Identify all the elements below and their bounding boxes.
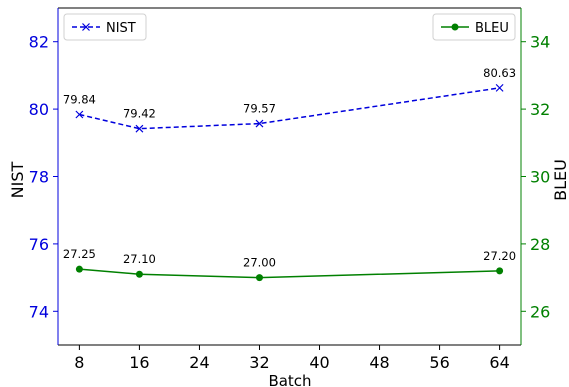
x-tick-label: 32: [249, 353, 269, 372]
bleu-line: [79, 268, 500, 279]
x-tick-label: 56: [429, 353, 449, 372]
bleu-point: [135, 270, 143, 278]
y-axis-right: 26 28 30 32 34: [521, 33, 550, 321]
nist-data-label: 80.63: [483, 66, 516, 80]
y-axis-left-label: NIST: [8, 161, 27, 198]
bleu-data-label: 27.00: [243, 256, 276, 270]
x-tick-label: 48: [369, 353, 389, 372]
nist-point: [135, 124, 144, 133]
y-left-tick-label: 76: [29, 235, 49, 254]
series-layer: 79.84 79.42 79.57 80.63 27.25 27.10 27.00 27.20: [63, 66, 516, 282]
x-tick-label: 64: [489, 353, 509, 372]
marker-stroke: [495, 83, 504, 92]
nist-data-label: 79.84: [63, 92, 96, 106]
nist-point: [495, 83, 504, 92]
bleu-point: [496, 267, 504, 275]
x-tick-label: 8: [74, 353, 84, 372]
y-right-tick-label: 30: [530, 168, 550, 187]
nist-point: [255, 119, 264, 128]
y-right-tick-label: 26: [530, 302, 550, 321]
x-tick-label: 16: [129, 353, 149, 372]
legend-marker: [451, 23, 459, 31]
legend-marker: [82, 23, 90, 31]
y-left-tick-label: 80: [29, 100, 49, 119]
legend-box: [63, 13, 147, 41]
y-right-tick-label: 32: [530, 100, 550, 119]
legend-layer: NIST BLEU: [63, 13, 516, 41]
bleu-data-label: 27.20: [483, 249, 516, 263]
legend-box: [432, 13, 516, 41]
marker-stroke: [135, 124, 144, 133]
bleu-point: [75, 265, 83, 273]
y-left-tick-label: 74: [29, 302, 49, 321]
x-tick-label: 40: [309, 353, 329, 372]
legend-bleu: BLEU: [432, 13, 516, 41]
nist-data-label: 79.57: [243, 102, 276, 116]
legend-label: NIST: [106, 21, 136, 36]
bleu-point: [255, 274, 263, 282]
bleu-data-label: 27.25: [63, 247, 96, 261]
y-right-tick-label: 34: [530, 33, 550, 52]
nist-line: [79, 87, 500, 130]
nist-data-label: 79.42: [123, 107, 156, 121]
nist-point: [75, 110, 84, 119]
bleu-data-label: 27.10: [123, 252, 156, 266]
x-axis-label: Batch: [268, 372, 311, 387]
y-right-tick-label: 28: [530, 235, 550, 254]
plot-frame: [57, 7, 522, 346]
x-tick-label: 24: [189, 353, 209, 372]
series-bleu: 27.25 27.10 27.00 27.20: [63, 247, 516, 282]
marker-stroke: [82, 23, 90, 31]
y-axis-left: 74 76 78 80 82: [29, 33, 58, 321]
x-axis: 8 16 24 32 40 48 56 64: [74, 345, 510, 372]
legend-label: BLEU: [475, 21, 509, 36]
y-left-tick-label: 82: [29, 33, 49, 52]
marker-stroke: [255, 119, 264, 128]
series-nist: 79.84 79.42 79.57 80.63: [63, 66, 516, 133]
marker-stroke: [75, 110, 84, 119]
legend-nist: NIST: [63, 13, 147, 41]
y-axis-right-label: BLEU: [551, 159, 569, 201]
y-left-tick-label: 78: [29, 168, 49, 187]
